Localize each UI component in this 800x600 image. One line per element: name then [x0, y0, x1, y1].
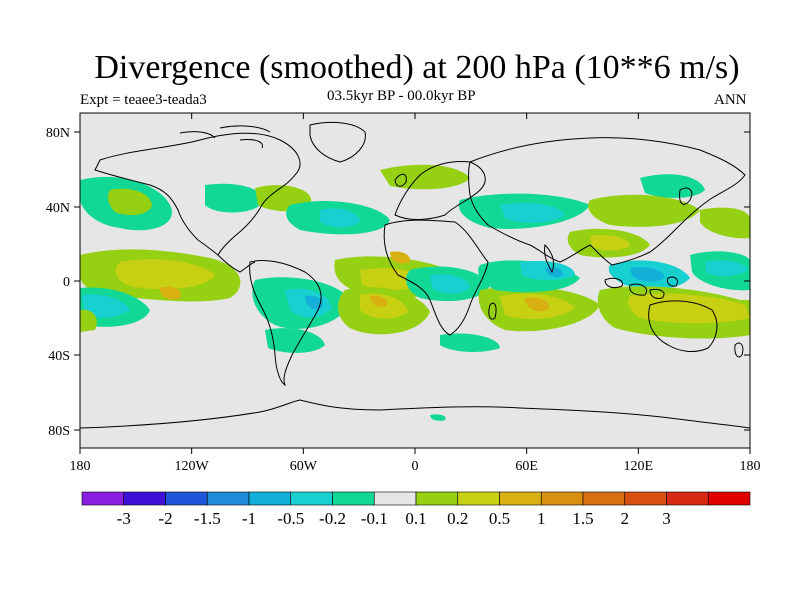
colorbar-swatch — [165, 491, 208, 506]
colorbar-swatch — [248, 491, 292, 506]
experiment-label: Expt = teaee3-teada3 — [80, 92, 207, 108]
colorbar-swatch — [81, 491, 125, 506]
field-region — [390, 251, 411, 264]
colorbar-swatch — [666, 491, 709, 506]
field-region — [700, 207, 750, 239]
coastline-europe — [394, 161, 486, 220]
field-region — [265, 328, 325, 353]
colorbar-labels: -3 -2 -1.5 -1 -0.5 -0.2 -0.1 0.1 0.2 0.5 1 1.5 2 3 — [117, 509, 671, 528]
colorbar-swatch — [499, 491, 542, 506]
colorbar-label: -0.5 — [277, 509, 304, 528]
latitude-axis: 80N 40N 0 40S 80S — [46, 126, 750, 439]
lon-tick-label: 120E — [624, 459, 654, 474]
field-region — [588, 194, 700, 227]
field-region — [205, 183, 262, 213]
lat-tick-label: 80S — [48, 424, 70, 439]
field-region — [525, 297, 549, 312]
lat-tick-label: 80N — [46, 126, 70, 141]
field-region — [500, 203, 565, 223]
coastline-south-america — [249, 259, 322, 387]
colorbar-swatch — [582, 491, 626, 506]
lon-tick-label: 180 — [740, 459, 761, 474]
divergence-field — [80, 164, 750, 421]
field-region — [107, 188, 152, 216]
coastline-india — [544, 243, 555, 274]
colorbar-swatch — [123, 491, 166, 506]
field-region — [115, 259, 215, 290]
coastline-antarctica — [80, 399, 750, 429]
field-region — [440, 333, 500, 352]
field-region — [628, 293, 750, 324]
field-region — [630, 267, 665, 282]
coastline-north-america — [94, 132, 301, 256]
colorbar-label: -1 — [242, 509, 256, 528]
field-region — [370, 295, 388, 307]
coastline-japan — [679, 187, 693, 205]
colorbar-label: -0.1 — [361, 509, 388, 528]
colorbar-swatch — [457, 491, 500, 506]
field-region — [590, 235, 630, 251]
colorbar-swatch — [290, 491, 333, 506]
lat-tick-label: 40N — [46, 201, 70, 216]
longitude-axis: 180 120W 60W 0 60E 120E 180 — [70, 113, 761, 474]
field-region — [545, 267, 563, 278]
season-label: ANN — [714, 92, 747, 108]
field-region — [305, 295, 324, 310]
coastline-uk — [394, 173, 407, 187]
colorbar-label: 0.1 — [405, 509, 426, 528]
coastline-greenland — [309, 121, 366, 163]
colorbar-swatch — [206, 491, 250, 506]
coastline-asia — [468, 137, 746, 266]
field-region — [430, 414, 446, 421]
colorbar-swatch — [373, 491, 417, 506]
field-region — [320, 208, 360, 228]
field-region — [160, 286, 182, 300]
lat-tick-label: 40S — [48, 349, 70, 364]
field-region — [430, 274, 470, 294]
colorbar-label: 1 — [537, 509, 546, 528]
colorbar-label: -0.2 — [319, 509, 346, 528]
colorbar-label: 1.5 — [572, 509, 593, 528]
colorbar-label: 2 — [621, 509, 630, 528]
colorbar-label: -1.5 — [194, 509, 221, 528]
coastline-indonesia — [604, 276, 678, 299]
lon-tick-label: 0 — [412, 459, 419, 474]
lon-tick-label: 120W — [175, 459, 210, 474]
coastline-new-zealand — [734, 342, 744, 358]
field-region — [640, 174, 705, 198]
lon-tick-label: 180 — [70, 459, 91, 474]
colorbar-swatch — [707, 491, 751, 506]
colorbar-swatch — [540, 491, 584, 506]
colorbar-swatch — [624, 491, 667, 506]
field-region — [380, 164, 470, 190]
coastline-africa — [383, 219, 489, 336]
coastline-madagascar — [488, 302, 497, 320]
period-label: 03.5kyr BP - 00.0kyr BP — [327, 88, 476, 104]
coastline-australia — [648, 300, 718, 353]
lon-tick-label: 60E — [515, 459, 538, 474]
field-region — [705, 260, 748, 277]
colorbar-label: -2 — [158, 509, 172, 528]
colorbar-swatch — [415, 491, 459, 506]
field-region — [80, 309, 97, 332]
field-region — [82, 294, 130, 318]
plot-title: Divergence (smoothed) at 200 hPa (10**6 … — [94, 49, 740, 86]
lon-tick-label: 60W — [290, 459, 318, 474]
colorbar-label: 0.5 — [489, 509, 510, 528]
colorbar-label: -3 — [117, 509, 131, 528]
lat-tick-label: 0 — [63, 275, 70, 290]
colorbar-label: 0.2 — [447, 509, 468, 528]
coastline-central-america — [217, 254, 256, 273]
coastline-arctic-islands — [179, 125, 271, 149]
colorbar — [81, 491, 751, 506]
coastlines — [80, 121, 750, 429]
colorbar-swatch — [332, 491, 375, 506]
colorbar-label: 3 — [662, 509, 671, 528]
